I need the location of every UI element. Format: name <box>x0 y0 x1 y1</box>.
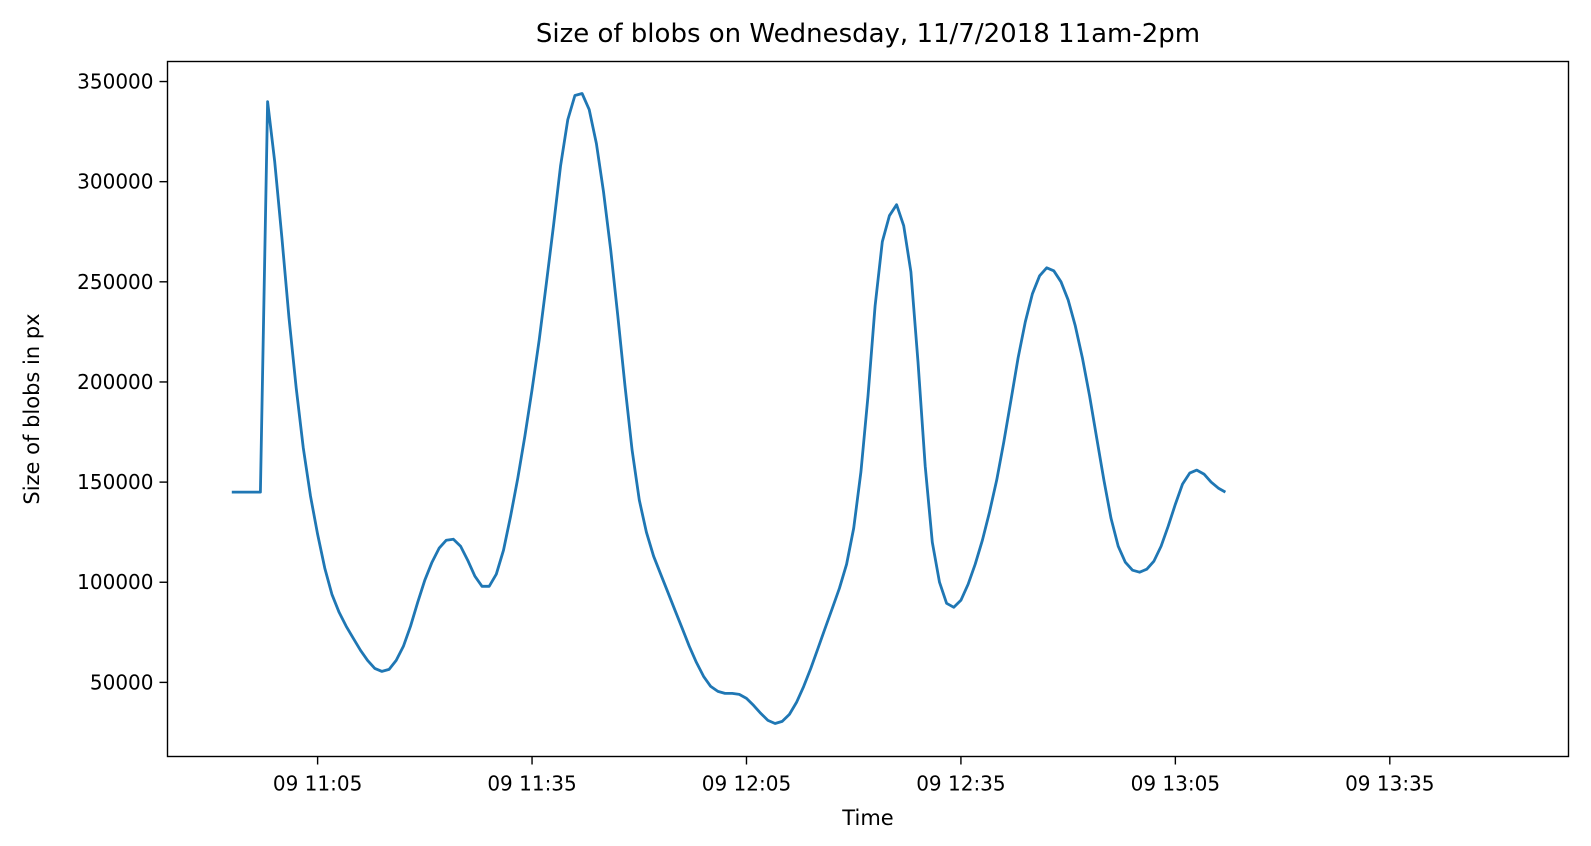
x-tick-label: 09 13:35 <box>1345 772 1434 796</box>
series-line <box>231 92 1227 725</box>
y-tick-label: 50000 <box>90 670 154 694</box>
x-tick-label: 09 12:05 <box>702 772 791 796</box>
y-tick-label: 100000 <box>77 570 153 594</box>
x-axis-ticks: 09 11:05 09 11:35 09 12:05 09 12:35 09 13:05… <box>273 756 1435 796</box>
y-axis-ticks: 50000 100000 150000 200000 250000 300000 35000… <box>77 70 168 694</box>
x-tick-label: 09 12:35 <box>916 772 1005 796</box>
chart-title: Size of blobs on Wednesday, 11/7/2018 11… <box>536 19 1200 49</box>
y-tick-label: 250000 <box>77 270 153 294</box>
x-axis-label: Time <box>841 806 893 830</box>
y-tick-label: 350000 <box>77 70 153 94</box>
series-layer <box>231 92 1227 725</box>
x-tick-label: 09 13:05 <box>1131 772 1220 796</box>
y-tick-label: 200000 <box>77 370 153 394</box>
y-axis-label: Size of blobs in px <box>20 313 44 504</box>
y-tick-label: 300000 <box>77 170 153 194</box>
x-tick-label: 09 11:35 <box>487 772 576 796</box>
plot-frame <box>166 60 1570 758</box>
y-tick-label: 150000 <box>77 470 153 494</box>
x-tick-label: 09 11:05 <box>273 772 362 796</box>
